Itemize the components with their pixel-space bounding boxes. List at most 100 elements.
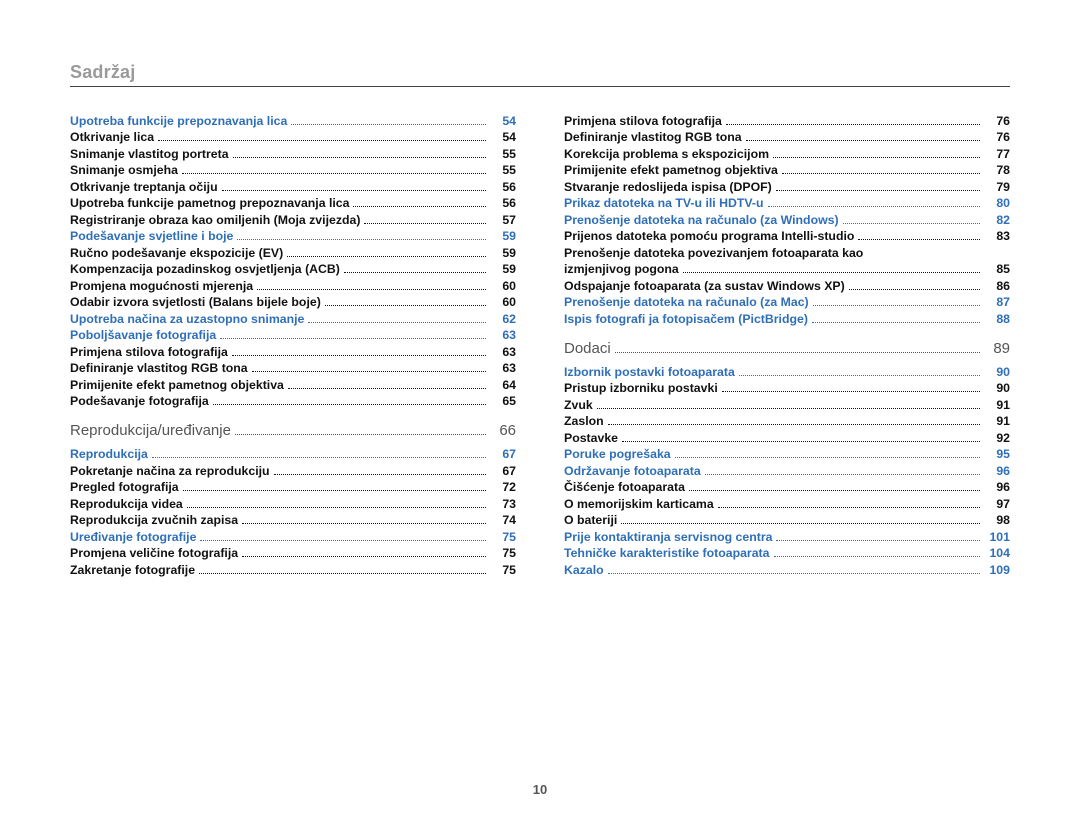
toc-entry-label: Postavke [564, 431, 618, 445]
toc-section-head: Ispis fotografi ja fotopisačem (PictBrid… [564, 312, 1010, 326]
toc-entry-label: Odspajanje fotoaparata (za sustav Window… [564, 279, 845, 293]
toc-entry: Primijenite efekt pametnog objektiva78 [564, 163, 1010, 177]
toc-entry: Korekcija problema s ekspozicijom 77 [564, 147, 1010, 161]
toc-entry-label: Ručno podešavanje ekspozicije (EV) [70, 246, 283, 260]
toc-entry-label: O bateriji [564, 513, 617, 527]
toc-entry: Primjena stilova fotografija76 [564, 114, 1010, 128]
toc-section-head: Poboljšavanje fotografija63 [70, 328, 516, 342]
toc-entry-page: 101 [984, 530, 1010, 544]
toc-entry: Prijenos datoteka pomoću programa Intell… [564, 229, 1010, 243]
toc-entry-label: Zakretanje fotografije [70, 563, 195, 577]
toc-leader-dots [257, 284, 486, 290]
toc-leader-dots [222, 185, 486, 191]
toc-leader-dots [183, 485, 486, 491]
toc-entry-label: Prikaz datoteka na TV-u ili HDTV-u [564, 196, 764, 210]
toc-entry-page: 87 [984, 295, 1010, 309]
toc-leader-dots [722, 386, 980, 392]
toc-entry-label: Prenošenje datoteka na računalo (za Mac) [564, 295, 809, 309]
toc-entry-page: 96 [984, 480, 1010, 494]
toc-leader-dots [353, 201, 486, 207]
toc-entry-page: 55 [490, 163, 516, 177]
toc-entry: Pregled fotografija72 [70, 480, 516, 494]
toc-leader-dots [705, 469, 980, 475]
toc-entry: Definiranje vlastitog RGB tona 63 [70, 361, 516, 375]
toc-column-left: Upotreba funkcije prepoznavanja lica54Ot… [70, 111, 516, 579]
page-number: 10 [0, 782, 1080, 797]
toc-entry-label: Pregled fotografija [70, 480, 179, 494]
toc-leader-dots [364, 218, 486, 224]
toc-leader-dots [237, 234, 486, 240]
toc-entry: Stvaranje redoslijeda ispisa (DPOF) 79 [564, 180, 1010, 194]
toc-entry-page: 75 [490, 563, 516, 577]
toc-entry-page: 109 [984, 563, 1010, 577]
toc-entry-label: Stvaranje redoslijeda ispisa (DPOF) [564, 180, 772, 194]
toc-entry-label: Održavanje fotoaparata [564, 464, 701, 478]
toc-leader-dots [608, 419, 980, 425]
toc-entry-label: Zvuk [564, 398, 593, 412]
toc-leader-dots [746, 135, 980, 141]
toc-leader-dots [776, 185, 980, 191]
toc-entry-label: Upotreba načina za uzastopno snimanje [70, 312, 304, 326]
toc-entry-label: Upotreba funkcije pametnog prepoznavanja… [70, 196, 349, 210]
toc-entry-label: Reprodukcija [70, 447, 148, 461]
toc-entry-label: Definiranje vlastitog RGB tona [70, 361, 248, 375]
toc-entry: O memorijskim karticama97 [564, 497, 1010, 511]
toc-entry-page: 90 [984, 365, 1010, 379]
toc-entry: Zaslon91 [564, 414, 1010, 428]
toc-entry-page: 91 [984, 398, 1010, 412]
toc-entry-page: 75 [490, 546, 516, 560]
toc-leader-dots [291, 119, 486, 125]
toc-chapter: Dodaci89 [564, 340, 1010, 357]
toc-entry-page: 75 [490, 530, 516, 544]
toc-entry-page: 66 [490, 422, 516, 439]
toc-entry-page: 59 [490, 229, 516, 243]
toc-entry-page: 64 [490, 378, 516, 392]
toc-entry-page: 63 [490, 345, 516, 359]
toc-section-head: Održavanje fotoaparata 96 [564, 464, 1010, 478]
toc-section-head: Tehničke karakteristike fotoaparata104 [564, 546, 1010, 560]
toc-leader-dots [182, 168, 486, 174]
toc-entry-page: 67 [490, 464, 516, 478]
toc-entry: Pokretanje načina za reprodukciju67 [70, 464, 516, 478]
toc-entry-label: Poruke pogrešaka [564, 447, 671, 461]
toc-entry-label: Odabir izvora svjetlosti (Balans bijele … [70, 295, 321, 309]
toc-entry-label: Korekcija problema s ekspozicijom [564, 147, 769, 161]
toc-section-head: Prikaz datoteka na TV-u ili HDTV-u80 [564, 196, 1010, 210]
toc-entry: Ručno podešavanje ekspozicije (EV) 59 [70, 246, 516, 260]
toc-entry-page: 98 [984, 513, 1010, 527]
toc-leader-dots [308, 317, 486, 323]
toc-entry-page: 57 [490, 213, 516, 227]
toc-entry-label: Definiranje vlastitog RGB tona [564, 130, 742, 144]
toc-section-head: Kazalo109 [564, 563, 1010, 577]
toc-entry-label: Snimanje osmjeha [70, 163, 178, 177]
toc-entry-page: 55 [490, 147, 516, 161]
toc-section-head: Upotreba načina za uzastopno snimanje62 [70, 312, 516, 326]
toc-entry-label: Reprodukcija videa [70, 497, 183, 511]
toc-leader-dots [233, 152, 486, 158]
toc-leader-dots [287, 251, 486, 257]
toc-leader-dots [782, 168, 980, 174]
toc-leader-dots [843, 218, 980, 224]
toc-entry-page: 79 [984, 180, 1010, 194]
toc-leader-dots [252, 366, 486, 372]
toc-entry-page: 89 [984, 340, 1010, 357]
toc-entry-label: Uređivanje fotografije [70, 530, 196, 544]
toc-entry-page: 77 [984, 147, 1010, 161]
toc-leader-dots [739, 370, 980, 376]
toc-entry-page: 67 [490, 447, 516, 461]
toc-section-head: Prije kontaktiranja servisnog centra101 [564, 530, 1010, 544]
toc-entry-label: Podešavanje fotografija [70, 394, 209, 408]
toc-entry-page: 91 [984, 414, 1010, 428]
toc-entry-label: Prenošenje datoteka na računalo (za Wind… [564, 213, 839, 227]
toc-entry-page: 76 [984, 130, 1010, 144]
toc-entry: Pristup izborniku postavki90 [564, 381, 1010, 395]
toc-leader-dots [813, 300, 980, 306]
toc-entry-page: 59 [490, 246, 516, 260]
toc-entry-label: O memorijskim karticama [564, 497, 714, 511]
toc-columns: Upotreba funkcije prepoznavanja lica54Ot… [70, 111, 1010, 579]
toc-entry-page: 96 [984, 464, 1010, 478]
toc-entry-page: 83 [984, 229, 1010, 243]
toc-entry-page: 63 [490, 361, 516, 375]
toc-entry-page: 78 [984, 163, 1010, 177]
toc-leader-dots [200, 535, 486, 541]
